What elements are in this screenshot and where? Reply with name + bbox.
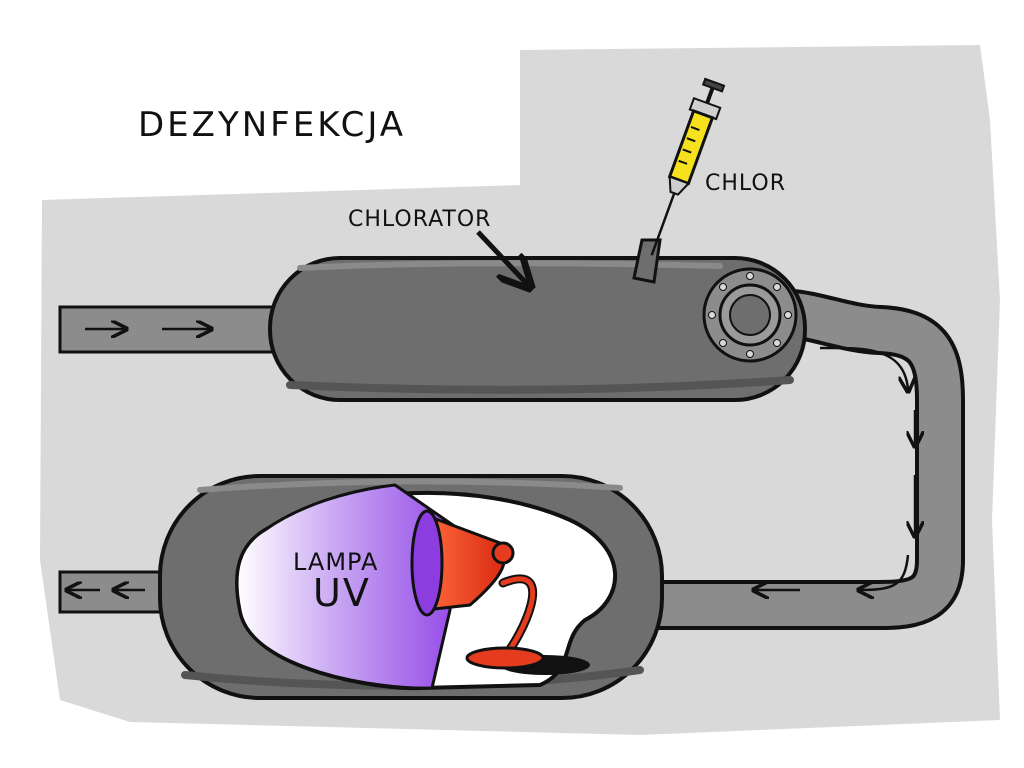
outlet-pipe (58, 570, 172, 614)
uv-light-beam (235, 483, 462, 690)
chlorator-label: CHLORATOR (348, 207, 491, 232)
diagram-title: DEZYNFEKCJA (138, 105, 406, 145)
connecting-pipe (630, 288, 965, 630)
uv-tank (158, 474, 664, 700)
flange-icon (702, 267, 798, 363)
chlorator-tank (268, 238, 807, 402)
lamp-label-line1: LAMPA (293, 548, 378, 576)
syringe-icon (650, 77, 726, 256)
chlor-label: CHLOR (705, 171, 786, 196)
uv-lamp-icon (410, 509, 590, 675)
lamp-label-line2: UV (313, 571, 371, 615)
inlet-pipe (58, 305, 287, 354)
chlorator-pointer (476, 230, 528, 285)
